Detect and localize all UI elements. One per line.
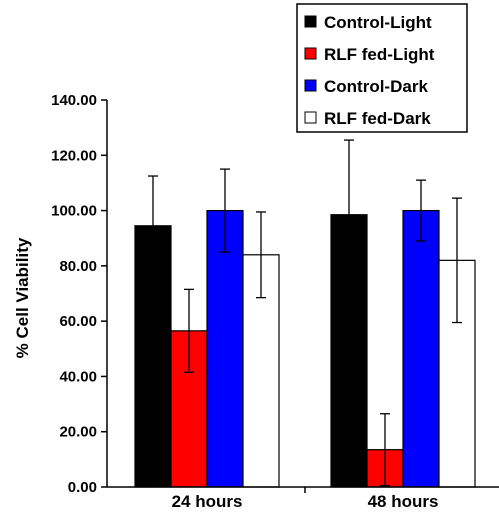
legend-label: Control-Dark: [324, 77, 428, 96]
x-tick-label: 48 hours: [368, 492, 439, 511]
bar: [402, 209, 440, 488]
legend-swatch: [304, 47, 317, 60]
y-tick-label: 20.00: [59, 424, 97, 441]
legend-label: RLF fed-Light: [324, 45, 435, 64]
y-axis-label: % Cell Viability: [13, 237, 32, 358]
legend-box: [296, 3, 468, 133]
y-tick-label: 80.00: [59, 258, 97, 275]
y-tick-label: 0.00: [68, 479, 97, 496]
bars-layer: [134, 139, 476, 488]
y-tick-label: 120.00: [51, 147, 97, 164]
y-tick-label: 40.00: [59, 368, 97, 385]
legend-swatch: [304, 79, 317, 92]
x-tick-label: 24 hours: [172, 492, 243, 511]
y-tick-label: 60.00: [59, 313, 97, 330]
legend-swatch: [304, 111, 317, 124]
legend-label: Control-Light: [324, 13, 432, 32]
axes-layer: 24 hours 48 hours 0.00 20.00 40.00 60.00 80.00…: [51, 92, 499, 511]
y-tick-label: 100.00: [51, 203, 97, 220]
legend: Control-Light RLF fed-Light Control-Dark RL…: [296, 3, 468, 133]
legend-label: RLF fed-Dark: [324, 109, 431, 128]
legend-swatch: [304, 15, 317, 28]
y-tick-label: 140.00: [51, 92, 97, 109]
